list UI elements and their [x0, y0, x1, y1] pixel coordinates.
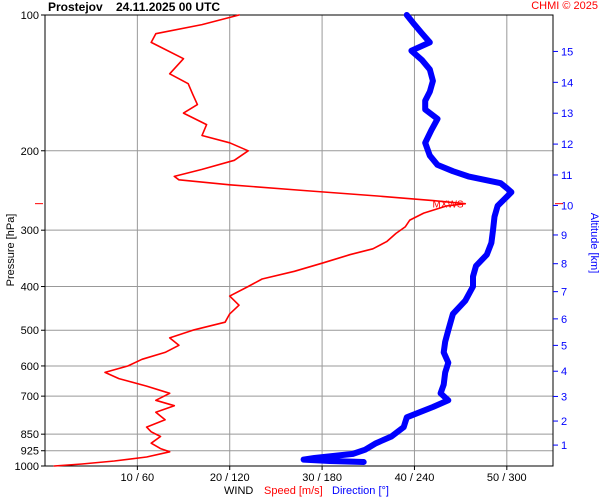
altitude-tick-label: 11: [561, 170, 572, 182]
x-axis-direction-label: Direction [°]: [332, 485, 389, 497]
pressure-tick-label: 300: [21, 225, 39, 237]
pressure-ticks: 100 200 300 400 500 600 700 850 925 1000: [15, 10, 45, 473]
x-axis-speed-label: Speed [m/s]: [264, 485, 323, 497]
altitude-tick-label: 8: [561, 259, 567, 271]
pressure-tick-label: 1000: [15, 461, 39, 473]
pressure-tick-label: 500: [21, 325, 39, 337]
x-axis-title: WIND: [224, 485, 254, 497]
sounding-datetime: 24.11.2025 00 UTC: [116, 0, 221, 14]
pressure-tick-label: 400: [21, 282, 39, 294]
gridlines: [45, 15, 553, 466]
altitude-tick-label: 10: [561, 200, 573, 212]
altitude-tick-label: 7: [561, 287, 567, 299]
altitude-tick-label: 13: [561, 108, 573, 120]
y-axis-label-altitude: Altitude [km]: [588, 212, 600, 274]
max-wind-label: MXWS: [432, 200, 463, 211]
annotation-layer: MXWS: [35, 200, 563, 211]
wind-speed-line: [53, 14, 467, 467]
pressure-tick-label: 100: [21, 10, 39, 22]
series-layer: [53, 12, 515, 467]
y-axis-label-pressure: Pressure [hPa]: [5, 213, 17, 287]
altitude-tick-label: 1: [561, 440, 567, 452]
credit-label: CHMI © 2025: [531, 0, 598, 12]
wind-tick-label: 30 / 180: [302, 472, 342, 484]
altitude-tick-label: 3: [561, 391, 567, 403]
wind-tick-label: 50 / 300: [487, 472, 527, 484]
wind-tick-label: 40 / 240: [395, 472, 435, 484]
plot-frame: [44, 14, 554, 467]
wind-tick-label: 20 / 120: [210, 472, 250, 484]
pressure-tick-label: 200: [21, 146, 39, 158]
altitude-tick-label: 14: [561, 77, 573, 89]
altitude-tick-label: 2: [561, 416, 567, 428]
wind-direction-line: [300, 12, 515, 465]
pressure-tick-label: 700: [21, 391, 39, 403]
altitude-tick-label: 9: [561, 230, 567, 242]
altitude-tick-label: 15: [561, 46, 573, 58]
pressure-tick-label: 600: [21, 361, 39, 373]
wind-ticks: 10 / 60 20 / 120 30 / 180 40 / 240 50 / 300: [121, 466, 527, 484]
altitude-tick-label: 5: [561, 340, 567, 352]
pressure-tick-label: 925: [21, 446, 39, 458]
pressure-tick-label: 850: [21, 429, 39, 441]
station-name: Prostejov: [48, 0, 103, 14]
wind-tick-label: 10 / 60: [121, 472, 155, 484]
altitude-tick-label: 6: [561, 314, 567, 326]
altitude-tick-label: 12: [561, 139, 573, 151]
altitude-tick-label: 4: [561, 366, 567, 378]
